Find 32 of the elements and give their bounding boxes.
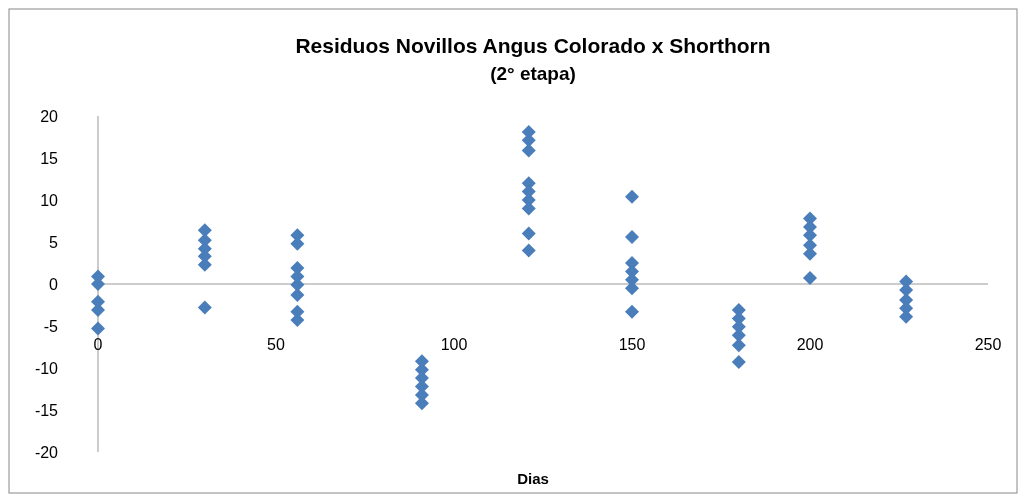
point — [197, 300, 212, 315]
y-tick-label: -15 — [34, 401, 59, 419]
point — [521, 226, 536, 241]
x-tick-label: 100 — [440, 336, 468, 353]
y-tick-label: -20 — [34, 443, 59, 461]
y-tick-label: 10 — [40, 191, 59, 209]
point — [290, 287, 305, 302]
x-axis-title: Dias — [517, 470, 549, 487]
chart-title: Residuos Novillos Angus Colorado x Shorthorn — [295, 34, 771, 57]
y-tick-label: -5 — [43, 317, 59, 335]
point — [731, 355, 746, 370]
x-tick-label: 250 — [974, 336, 1002, 353]
point — [625, 229, 639, 244]
point — [803, 271, 817, 286]
x-tick-label: 150 — [618, 336, 646, 353]
point — [731, 338, 746, 353]
y-tick-label: 15 — [40, 149, 59, 167]
x-tick-label: 50 — [267, 336, 285, 353]
x-tick-label: 200 — [796, 336, 824, 353]
point — [625, 189, 639, 204]
point — [197, 223, 212, 238]
y-tick-label: -10 — [34, 359, 59, 377]
point — [625, 304, 639, 319]
y-tick-label: 0 — [49, 275, 59, 293]
point — [290, 313, 305, 328]
chart-subtitle: (2° etapa) — [490, 63, 576, 84]
x-tick-label: 0 — [93, 336, 103, 353]
y-tick-label: 20 — [40, 107, 59, 125]
y-tick-label: 5 — [49, 233, 59, 251]
point — [91, 321, 105, 336]
point — [521, 243, 536, 258]
point — [521, 143, 536, 158]
